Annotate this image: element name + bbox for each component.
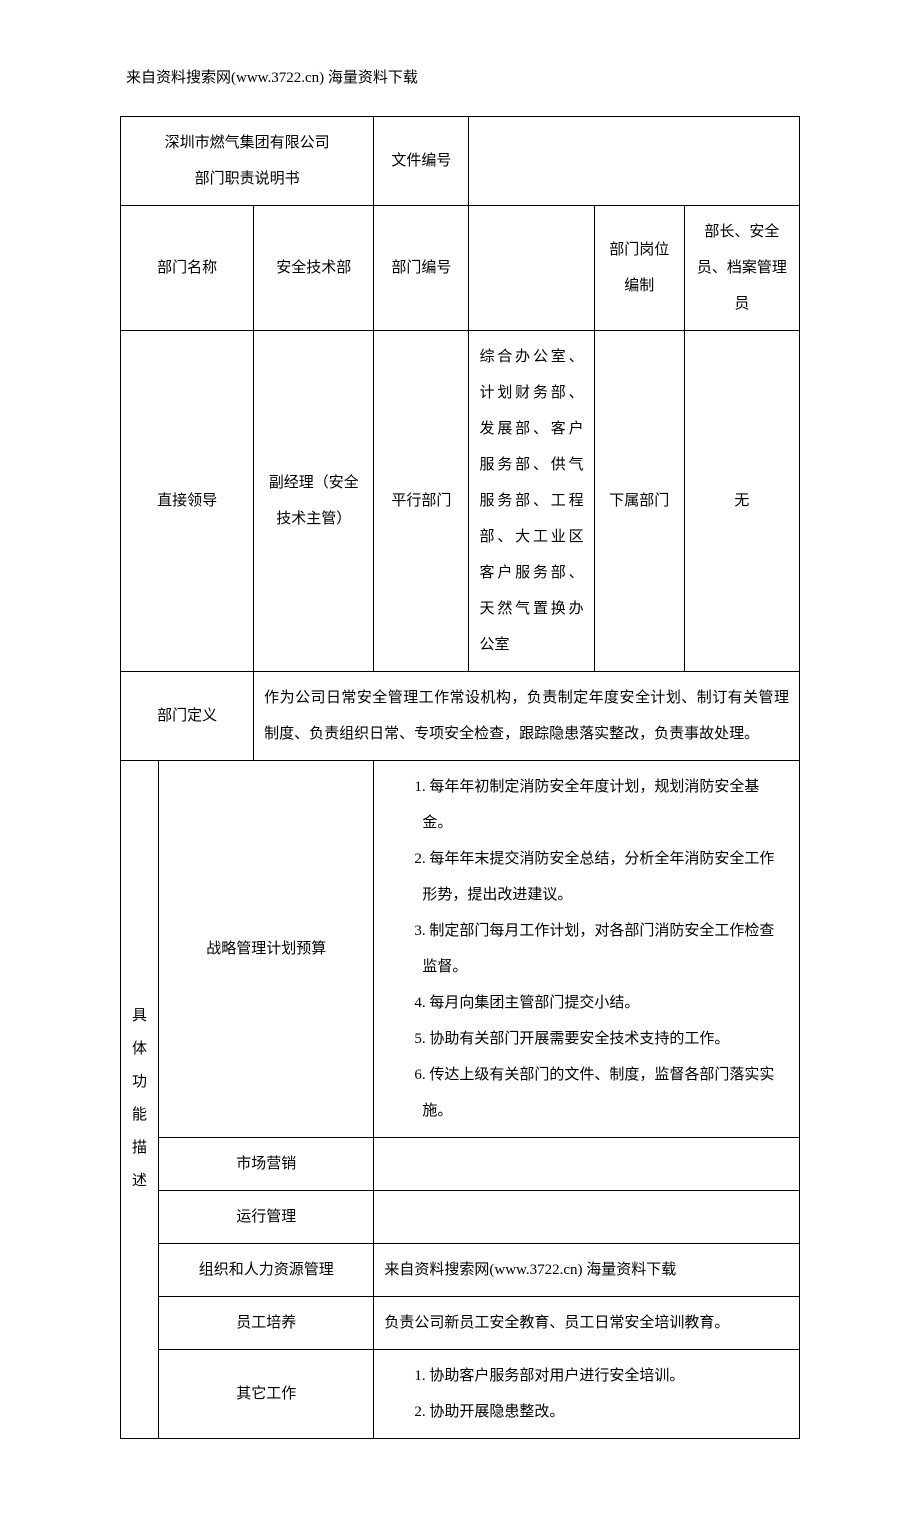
list-item: 6. 传达上级有关部门的文件、制度，监督各部门落实实施。 xyxy=(410,1057,789,1129)
file-no-label: 文件编号 xyxy=(374,117,469,206)
func-other-label: 其它工作 xyxy=(159,1350,374,1439)
table-row: 员工培养 负责公司新员工安全教育、员工日常安全培训教育。 xyxy=(121,1297,800,1350)
doc-title-cell: 深圳市燃气集团有限公司 部门职责说明书 xyxy=(121,117,374,206)
dept-no-value xyxy=(469,206,594,331)
list-item: 3. 制定部门每月工作计划，对各部门消防安全工作检查监督。 xyxy=(410,913,789,985)
functions-label: 具体功能描述 xyxy=(121,761,159,1439)
dept-name-label: 部门名称 xyxy=(121,206,254,331)
list-item: 2. 每年年末提交消防安全总结，分析全年消防安全工作形势，提出改进建议。 xyxy=(410,841,789,913)
list-item: 4. 每月向集团主管部门提交小结。 xyxy=(410,985,789,1021)
dept-def-value: 作为公司日常安全管理工作常设机构，负责制定年度安全计划、制订有关管理制度、负责组… xyxy=(254,672,800,761)
table-row: 深圳市燃气集团有限公司 部门职责说明书 文件编号 xyxy=(121,117,800,206)
doc-title-line2: 部门职责说明书 xyxy=(131,161,363,197)
func-operation-value xyxy=(374,1191,800,1244)
sub-dept-label: 下属部门 xyxy=(594,331,684,672)
dept-positions-label: 部门岗位编制 xyxy=(594,206,684,331)
sub-dept-value: 无 xyxy=(684,331,799,672)
functions-label-text: 具体功能描述 xyxy=(132,1000,147,1198)
direct-leader-value: 副经理（安全技术主管） xyxy=(254,331,374,672)
list-item: 2. 协助开展隐患整改。 xyxy=(410,1394,789,1430)
table-row: 运行管理 xyxy=(121,1191,800,1244)
func-strategy-label: 战略管理计划预算 xyxy=(159,761,374,1138)
table-row: 其它工作 1. 协助客户服务部对用户进行安全培训。 2. 协助开展隐患整改。 xyxy=(121,1350,800,1439)
list-item: 5. 协助有关部门开展需要安全技术支持的工作。 xyxy=(410,1021,789,1057)
func-marketing-label: 市场营销 xyxy=(159,1138,374,1191)
direct-leader-label: 直接领导 xyxy=(121,331,254,672)
peer-dept-value: 综合办公室、计划财务部、发展部、客户服务部、供气服务部、工程部、大工业区客户服务… xyxy=(469,331,594,672)
doc-title-line1: 深圳市燃气集团有限公司 xyxy=(131,125,363,161)
func-other-value: 1. 协助客户服务部对用户进行安全培训。 2. 协助开展隐患整改。 xyxy=(374,1350,800,1439)
file-no-value xyxy=(469,117,800,206)
func-training-label: 员工培养 xyxy=(159,1297,374,1350)
table-row: 直接领导 副经理（安全技术主管） 平行部门 综合办公室、计划财务部、发展部、客户… xyxy=(121,331,800,672)
table-row: 市场营销 xyxy=(121,1138,800,1191)
list-item: 1. 协助客户服务部对用户进行安全培训。 xyxy=(410,1358,789,1394)
func-marketing-value xyxy=(374,1138,800,1191)
func-hr-label: 组织和人力资源管理 xyxy=(159,1244,374,1297)
func-strategy-value: 1. 每年年初制定消防安全年度计划，规划消防安全基金。 2. 每年年末提交消防安… xyxy=(374,761,800,1138)
table-row: 组织和人力资源管理 来自资料搜索网(www.3722.cn) 海量资料下载 xyxy=(121,1244,800,1297)
source-header: 来自资料搜索网(www.3722.cn) 海量资料下载 xyxy=(120,60,800,96)
table-row: 具体功能描述 战略管理计划预算 1. 每年年初制定消防安全年度计划，规划消防安全… xyxy=(121,761,800,1138)
list-item: 1. 每年年初制定消防安全年度计划，规划消防安全基金。 xyxy=(410,769,789,841)
dept-name-value: 安全技术部 xyxy=(254,206,374,331)
func-operation-label: 运行管理 xyxy=(159,1191,374,1244)
func-hr-value: 来自资料搜索网(www.3722.cn) 海量资料下载 xyxy=(374,1244,800,1297)
dept-positions-value: 部长、安全员、档案管理员 xyxy=(684,206,799,331)
dept-def-label: 部门定义 xyxy=(121,672,254,761)
main-table: 深圳市燃气集团有限公司 部门职责说明书 文件编号 部门名称 安全技术部 部门编号… xyxy=(120,116,800,1439)
table-row: 部门名称 安全技术部 部门编号 部门岗位编制 部长、安全员、档案管理员 xyxy=(121,206,800,331)
dept-no-label: 部门编号 xyxy=(374,206,469,331)
table-row: 部门定义 作为公司日常安全管理工作常设机构，负责制定年度安全计划、制订有关管理制… xyxy=(121,672,800,761)
func-training-value: 负责公司新员工安全教育、员工日常安全培训教育。 xyxy=(374,1297,800,1350)
peer-dept-label: 平行部门 xyxy=(374,331,469,672)
